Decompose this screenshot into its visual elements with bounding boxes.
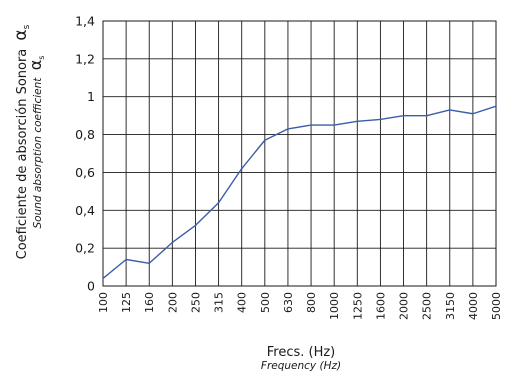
y-axis-symbol-2: α xyxy=(26,60,45,71)
x-tick-label: 400 xyxy=(236,292,249,313)
data-point xyxy=(425,114,428,117)
grid-lines xyxy=(102,20,497,287)
data-point xyxy=(264,139,266,142)
x-tick-label: 315 xyxy=(213,292,226,313)
x-axis-label: Frecs. (Hz) xyxy=(267,345,336,360)
data-point xyxy=(194,224,197,227)
y-tick-label: 0,6 xyxy=(75,165,95,180)
y-axis-label: Coeficiente de absorción Sonora xyxy=(15,49,30,260)
y-axis-sublabel: Sound absorption coefficient xyxy=(32,77,44,229)
y-axis-subtitle: Sound absorption coefficient αs xyxy=(26,56,46,229)
data-point xyxy=(148,262,151,265)
series-group xyxy=(102,105,497,280)
x-tick-label: 1250 xyxy=(351,292,364,320)
x-tick-label: 500 xyxy=(259,292,272,313)
series-line xyxy=(102,105,497,279)
svg-text:Sound absorption coefficient: Sound absorption coefficient αs xyxy=(26,56,46,229)
x-tick-label: 125 xyxy=(120,292,133,313)
data-point xyxy=(402,114,405,117)
data-point xyxy=(379,118,382,121)
data-point xyxy=(472,112,474,115)
x-tick-label: 4000 xyxy=(467,292,480,320)
x-tick-label: 2000 xyxy=(398,292,411,320)
x-tick-label: 1000 xyxy=(328,292,341,320)
y-tick-label: 0,4 xyxy=(75,203,95,218)
data-point xyxy=(495,105,497,107)
data-point xyxy=(333,124,335,126)
x-tick-label: 1600 xyxy=(374,292,387,320)
y-tick-label: 1,4 xyxy=(75,14,95,29)
y-tick-label: 0 xyxy=(87,279,95,294)
y-tick-label: 0,8 xyxy=(75,127,95,142)
plot-frame xyxy=(102,20,497,287)
x-tick-label: 160 xyxy=(143,292,156,313)
data-point xyxy=(102,277,104,280)
x-tick-label: 3150 xyxy=(444,292,457,320)
y-axis-symbol-sub-2: s xyxy=(37,56,46,60)
x-tick-label: 630 xyxy=(282,292,295,313)
data-point xyxy=(240,167,243,170)
data-point xyxy=(310,124,312,126)
y-tick-label: 0,2 xyxy=(75,241,95,256)
y-axis-symbol-sub: s xyxy=(22,24,32,29)
x-tick-label: 100 xyxy=(97,292,110,313)
x-tick-label: 200 xyxy=(166,292,179,313)
x-tick-label: 800 xyxy=(305,292,318,313)
svg-text:Coeficiente de absorción Sonor: Coeficiente de absorción Sonora αs xyxy=(11,24,32,259)
y-tick-label: 1,2 xyxy=(75,51,95,66)
data-point xyxy=(448,109,451,111)
x-tick-label: 2500 xyxy=(421,292,434,320)
x-axis-ticks: 100 125 160 200 250 315 400 500 630 800 1000 1250 16… xyxy=(97,292,503,320)
y-axis-symbol: α xyxy=(11,29,31,40)
data-point xyxy=(125,258,127,261)
data-point xyxy=(171,241,174,244)
y-axis-title: Coeficiente de absorción Sonora αs xyxy=(11,24,32,259)
data-point xyxy=(356,120,359,123)
x-tick-label: 250 xyxy=(189,292,202,313)
x-tick-label: 5000 xyxy=(490,292,503,320)
data-point xyxy=(217,201,220,204)
y-tick-label: 1 xyxy=(87,89,95,104)
data-point xyxy=(287,128,289,130)
x-axis-sublabel: Frequency (Hz) xyxy=(261,360,341,372)
y-axis-ticks: 0 0,2 0,4 0,6 0,8 1 1,2 1,4 xyxy=(75,14,95,294)
